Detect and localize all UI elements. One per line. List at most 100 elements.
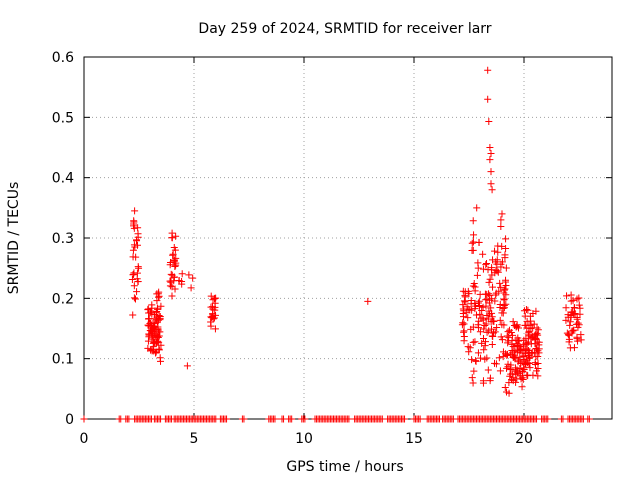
data-point [522,345,530,353]
data-point [502,264,510,272]
data-point [153,333,161,341]
data-point [130,294,138,302]
data-point [132,295,139,303]
data-points [80,66,593,423]
data-point [301,415,309,423]
data-point [499,348,507,356]
data-point [565,338,573,346]
data-point [502,282,510,290]
y-tick-label: 0.1 [52,352,74,368]
data-point [501,285,509,293]
x-tick-label: 15 [405,431,423,447]
axis-ticks: 0 5 10 15 20 0 0.1 0.2 0.3 0.4 0.5 0.6 [52,50,612,447]
data-point [506,372,514,380]
data-point [468,239,476,247]
data-point [483,354,491,362]
data-point [574,319,582,327]
data-point [513,375,521,383]
data-point [504,339,512,347]
data-point [534,352,542,360]
data-point [364,297,372,305]
data-point [462,309,470,317]
data-point [130,269,138,277]
data-point [483,260,491,268]
data-point [152,315,160,323]
data-point [512,378,520,386]
data-point [170,243,178,251]
data-point [470,231,478,239]
data-point [178,280,186,288]
data-point [148,330,156,338]
data-point [468,374,476,382]
data-point [531,340,539,348]
data-point [534,372,542,380]
data-point [483,295,491,303]
data-point [494,268,502,276]
data-point [144,337,152,345]
data-point [499,309,507,317]
data-point [498,258,506,266]
data-point [497,223,505,231]
data-point [508,347,516,354]
data-point [479,303,487,311]
data-point [486,377,494,385]
data-point [477,354,485,362]
data-point [147,346,155,354]
data-point [504,363,512,371]
data-point [509,318,517,326]
y-tick-label: 0.5 [52,110,74,126]
data-point [154,337,162,345]
data-point [564,330,572,338]
data-point [168,292,176,300]
data-point [544,415,552,423]
data-point [532,345,540,353]
data-point [459,301,467,309]
data-point [157,302,165,310]
data-point [401,415,409,423]
data-point [500,304,508,312]
data-point [463,303,471,311]
data-point [567,291,575,299]
data-point [157,357,165,365]
data-point [573,313,581,321]
data-point [505,379,513,387]
data-point [172,259,180,267]
data-point [484,66,492,74]
data-point [521,321,529,329]
data-point [479,335,487,343]
data-point [519,376,527,384]
data-point [573,320,581,328]
data-point [133,236,141,244]
data-point [134,263,142,271]
data-point [129,246,137,254]
data-point [500,295,508,303]
data-point [567,297,575,305]
data-point [154,323,162,331]
y-tick-label: 0 [65,412,74,428]
data-point [475,239,483,247]
data-point [484,315,492,323]
data-point [460,327,468,335]
data-point [492,291,500,299]
data-point [474,259,482,267]
data-point [493,256,501,264]
data-point [487,168,495,176]
data-point [502,235,510,243]
data-point [469,379,477,387]
data-point [508,337,516,345]
data-point [187,284,195,292]
data-point [534,326,542,334]
y-tick-label: 0.6 [52,50,74,66]
data-point [531,359,539,367]
data-point [211,311,219,319]
data-point [494,248,502,256]
data-point [498,321,506,329]
data-point [497,283,505,291]
data-point [482,302,490,310]
data-point [211,294,219,302]
data-point [490,329,498,337]
data-point [148,304,156,312]
data-point [524,306,532,314]
data-point [480,346,488,354]
